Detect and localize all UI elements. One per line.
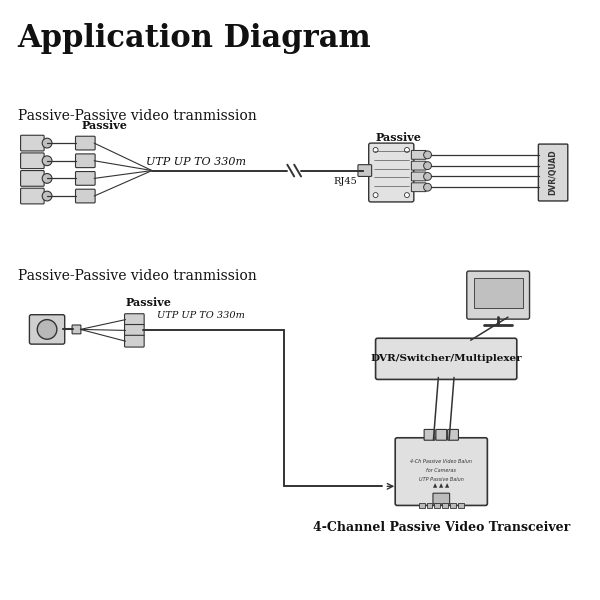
FancyBboxPatch shape: [436, 430, 446, 440]
Circle shape: [42, 156, 52, 166]
Circle shape: [424, 173, 431, 181]
Circle shape: [42, 138, 52, 148]
Text: DVR/Switcher/Multiplexer: DVR/Switcher/Multiplexer: [370, 355, 522, 364]
FancyBboxPatch shape: [412, 183, 426, 191]
Text: Passive: Passive: [376, 132, 421, 143]
Text: DVR/QUAD: DVR/QUAD: [548, 150, 557, 196]
Text: UTP UP TO 330m: UTP UP TO 330m: [157, 311, 245, 320]
Bar: [419, 503, 425, 508]
FancyBboxPatch shape: [76, 154, 95, 167]
FancyBboxPatch shape: [412, 172, 426, 181]
Text: ▲ ▲ ▲: ▲ ▲ ▲: [433, 483, 449, 488]
Text: UTP UP TO 330m: UTP UP TO 330m: [146, 157, 246, 167]
FancyBboxPatch shape: [424, 430, 435, 440]
Circle shape: [424, 151, 431, 159]
FancyBboxPatch shape: [125, 314, 144, 325]
Text: Passive: Passive: [125, 297, 172, 308]
FancyBboxPatch shape: [467, 271, 530, 319]
FancyBboxPatch shape: [358, 164, 371, 176]
Bar: [473, 278, 523, 308]
FancyBboxPatch shape: [76, 172, 95, 185]
Text: 4-Channel Passive Video Transceiver: 4-Channel Passive Video Transceiver: [313, 521, 570, 534]
FancyBboxPatch shape: [20, 135, 44, 151]
Circle shape: [404, 148, 409, 152]
Circle shape: [373, 148, 378, 152]
Text: Passive-Passive video tranmission: Passive-Passive video tranmission: [17, 269, 256, 283]
Bar: [442, 503, 448, 508]
Bar: [450, 503, 456, 508]
Text: 4-Ch Passive Video Balun: 4-Ch Passive Video Balun: [410, 460, 472, 464]
FancyBboxPatch shape: [369, 143, 414, 202]
FancyBboxPatch shape: [20, 188, 44, 204]
Circle shape: [373, 193, 378, 197]
FancyBboxPatch shape: [72, 325, 81, 334]
FancyBboxPatch shape: [125, 325, 144, 336]
Bar: [427, 503, 433, 508]
Text: Passive: Passive: [82, 121, 127, 131]
FancyBboxPatch shape: [20, 153, 44, 169]
FancyBboxPatch shape: [376, 338, 517, 379]
Text: RJ45: RJ45: [333, 178, 357, 187]
FancyBboxPatch shape: [76, 136, 95, 150]
FancyBboxPatch shape: [20, 170, 44, 186]
Circle shape: [404, 193, 409, 197]
FancyBboxPatch shape: [29, 315, 65, 344]
Circle shape: [37, 320, 57, 339]
Circle shape: [424, 162, 431, 170]
Bar: [458, 503, 464, 508]
Text: UTP Passive Balun: UTP Passive Balun: [419, 477, 464, 482]
FancyBboxPatch shape: [412, 151, 426, 159]
Bar: [434, 503, 440, 508]
Circle shape: [42, 191, 52, 201]
Circle shape: [42, 173, 52, 184]
FancyBboxPatch shape: [125, 335, 144, 347]
FancyBboxPatch shape: [433, 493, 449, 504]
Text: Application Diagram: Application Diagram: [17, 23, 371, 55]
FancyBboxPatch shape: [538, 144, 568, 201]
FancyBboxPatch shape: [448, 430, 458, 440]
FancyBboxPatch shape: [395, 438, 487, 505]
FancyBboxPatch shape: [412, 161, 426, 170]
Text: for Cameras: for Cameras: [427, 468, 456, 473]
FancyBboxPatch shape: [76, 189, 95, 203]
Text: Passive-Passive video tranmission: Passive-Passive video tranmission: [17, 109, 256, 123]
Circle shape: [424, 184, 431, 191]
